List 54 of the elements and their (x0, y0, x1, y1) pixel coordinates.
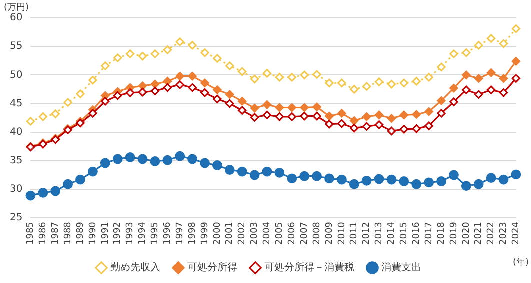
x-tick-label: 2007 (300, 222, 310, 245)
x-axis-title: (年) (512, 256, 529, 268)
x-tick-label: 1986 (38, 222, 49, 245)
x-tick-label: 1997 (175, 222, 186, 245)
x-tick-label: 1995 (150, 222, 161, 245)
x-tick-label: 2004 (262, 222, 273, 245)
y-tick-label: 35 (10, 156, 23, 167)
x-tick-label: 1996 (162, 222, 173, 245)
x-tick-label: 2001 (225, 222, 236, 245)
x-tick-label: 2005 (275, 222, 286, 245)
x-tick-label: 2018 (436, 222, 447, 245)
x-tick-label: 2008 (312, 222, 322, 245)
x-tick-label: 1998 (188, 222, 198, 245)
x-tick-label: 2016 (412, 222, 422, 245)
y-tick-label: 55 (10, 41, 23, 52)
x-tick-label: 1993 (126, 222, 136, 245)
x-tick-label: 1994 (138, 222, 148, 245)
y-tick-label: 50 (10, 70, 23, 81)
x-tick-label: 2010 (337, 222, 348, 245)
x-tick-label: 2019 (449, 222, 460, 245)
x-tick-label: 2021 (474, 222, 484, 245)
y-tick-label: 45 (10, 98, 23, 110)
x-tick-label: 1985 (26, 222, 36, 245)
x-tick-label: 2013 (374, 222, 385, 245)
legend-label: 可処分所得 (188, 262, 238, 274)
x-tick-label: 2002 (238, 222, 248, 245)
x-tick-label: 2024 (512, 222, 522, 245)
legend-label: 消費支出 (382, 262, 422, 274)
x-tick-label: 2012 (362, 222, 372, 245)
legend-label: 可処分所得－消費税 (264, 262, 354, 274)
legend-label: 勤め先収入 (110, 262, 160, 274)
x-tick-label: 1990 (88, 222, 98, 245)
x-tick-label: 2011 (350, 222, 360, 245)
x-tick-label: 1992 (113, 222, 124, 245)
x-tick-label: 2017 (424, 222, 434, 245)
x-tick-label: 1988 (63, 222, 74, 245)
x-tick-label: 2015 (400, 222, 410, 245)
x-tick-label: 2022 (486, 222, 497, 245)
x-tick-label: 2014 (387, 222, 398, 245)
x-tick-label: 2000 (212, 222, 223, 245)
x-tick-label: 1999 (200, 222, 210, 245)
x-tick-label: 1989 (76, 222, 86, 245)
y-tick-label: 40 (10, 126, 23, 138)
x-tick-label: 1987 (50, 222, 61, 245)
x-tick-label: 1991 (100, 222, 111, 245)
y-tick-label: 60 (10, 12, 23, 24)
y-tick-label: 30 (10, 184, 23, 196)
x-tick-label: 2003 (250, 222, 260, 245)
x-tick-label: 2006 (287, 222, 298, 245)
y-axis-title: (万円) (4, 2, 30, 13)
x-tick-label: 2009 (324, 222, 335, 245)
y-tick-label: 25 (10, 212, 23, 224)
x-tick-label: 2020 (462, 222, 472, 245)
x-tick-label: 2023 (499, 222, 510, 245)
